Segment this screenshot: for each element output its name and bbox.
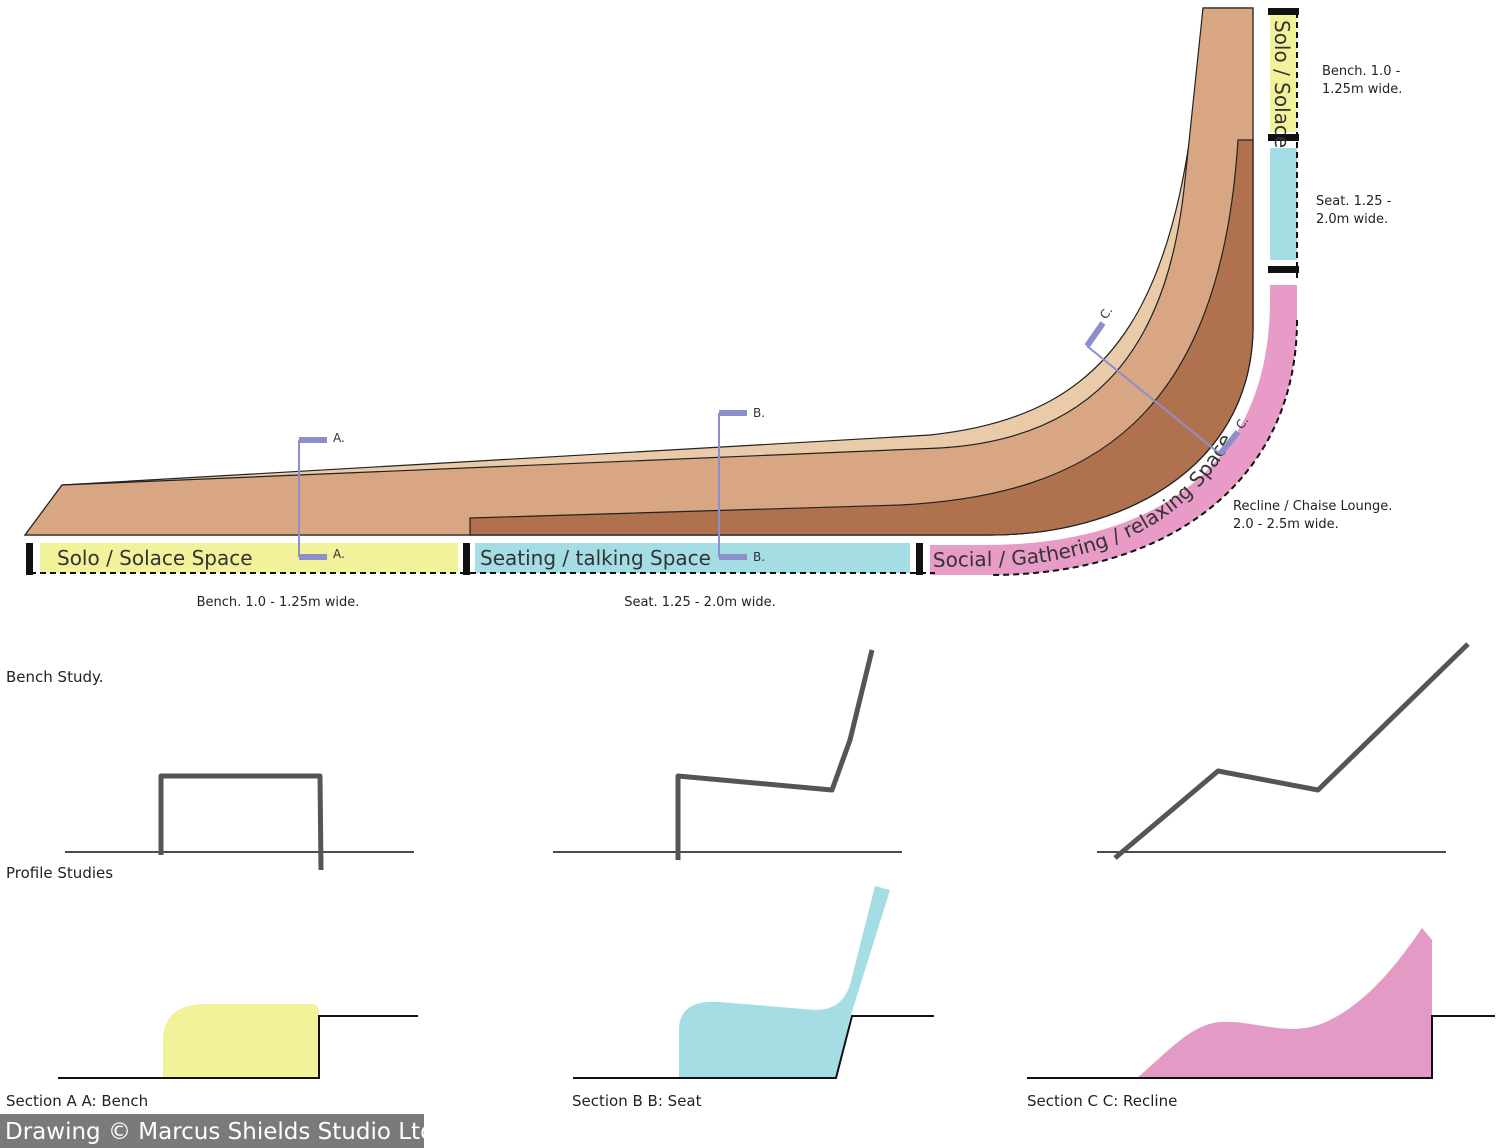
zone-bar bbox=[475, 543, 910, 573]
dashed-edge bbox=[30, 12, 1298, 576]
study-title: Profile Studies bbox=[6, 864, 113, 882]
width-note: Bench. 1.0 - 1.25m wide. bbox=[197, 595, 360, 610]
section-label: C. bbox=[1097, 304, 1115, 322]
zone-label: Solo / Solace bbox=[1270, 20, 1294, 148]
section-ground bbox=[58, 1015, 1495, 1079]
credit: Drawing © Marcus Shields Studio Ltd. bbox=[5, 1119, 442, 1145]
width-note: Recline / Chaise Lounge. bbox=[1233, 499, 1392, 514]
zone-bar bbox=[40, 543, 458, 573]
zone-bar bbox=[1270, 14, 1297, 132]
width-note: Bench. 1.0 - bbox=[1322, 64, 1401, 79]
width-note: Seat. 1.25 - bbox=[1316, 194, 1392, 209]
zone-label: Solo / Solace Space bbox=[57, 546, 253, 570]
section-caption: Section A A: Bench bbox=[6, 1092, 148, 1110]
section-label: B. bbox=[753, 406, 765, 420]
width-note: 2.0 - 2.5m wide. bbox=[1233, 517, 1339, 532]
section-label: A. bbox=[333, 547, 345, 561]
section-marker bbox=[298, 321, 1241, 560]
zone-label: Seating / talking Space bbox=[480, 546, 711, 570]
section-a bbox=[163, 1004, 319, 1078]
section-label: A. bbox=[333, 431, 345, 445]
study-title: Bench Study. bbox=[6, 668, 104, 686]
end-caps bbox=[26, 8, 1299, 575]
section-label: B. bbox=[753, 550, 765, 564]
width-note: 1.25m wide. bbox=[1322, 82, 1402, 97]
width-note: Seat. 1.25 - 2.0m wide. bbox=[624, 595, 776, 610]
section-b bbox=[679, 886, 890, 1078]
section-caption: Section B B: Seat bbox=[572, 1092, 702, 1110]
section-c bbox=[1137, 928, 1432, 1078]
sketch-profile bbox=[158, 642, 1470, 871]
width-note: 2.0m wide. bbox=[1316, 212, 1388, 227]
zone-bar bbox=[1270, 148, 1297, 260]
credit-bg bbox=[0, 1114, 424, 1148]
plan-dark bbox=[469, 139, 1254, 536]
section-caption: Section C C: Recline bbox=[1027, 1092, 1177, 1110]
zone-bar bbox=[930, 285, 1297, 575]
